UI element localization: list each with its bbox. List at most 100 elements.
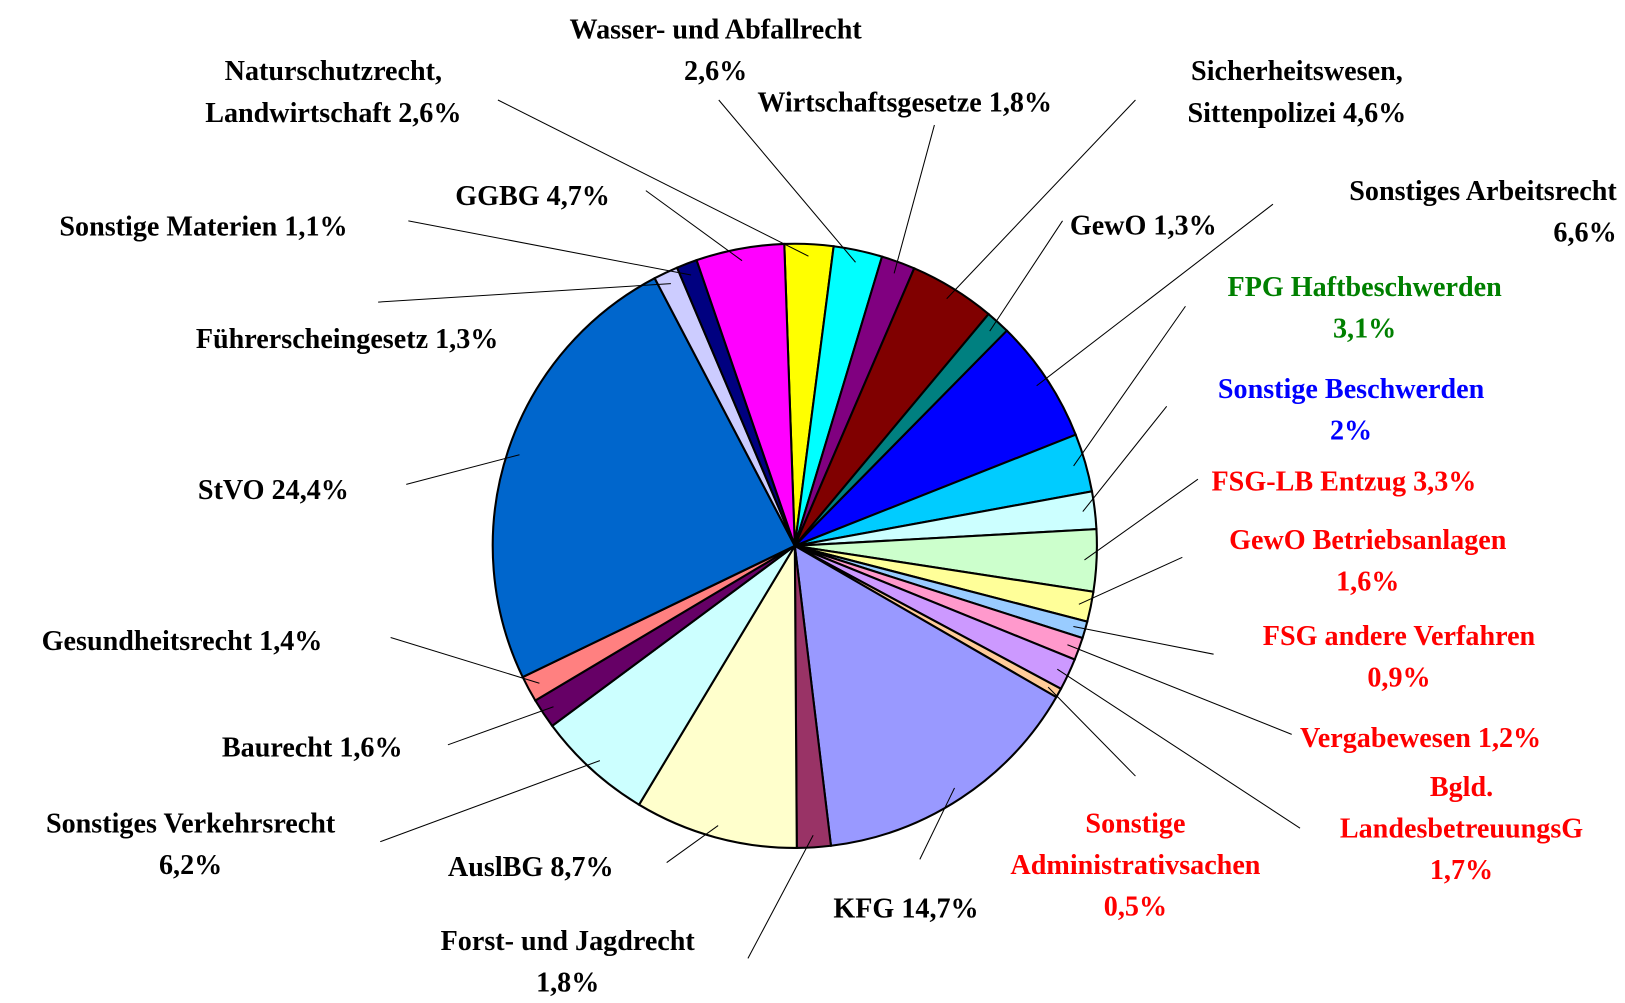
value-label: 6,2% xyxy=(158,848,223,881)
category-name: Sicherheitswesen, Sittenpolizei xyxy=(1187,55,1403,129)
category-name: GGBG xyxy=(455,180,540,212)
slice-label: FPG Haftbeschwerden 3,1% xyxy=(1177,266,1552,349)
value-label: 1,2% xyxy=(1477,721,1542,754)
slice-label: Sonstige Administrativsachen 0,5% xyxy=(979,802,1292,927)
category-name: KFG xyxy=(833,892,895,924)
value-label: 1,8% xyxy=(536,966,600,998)
category-name: FPG Haftbeschwerden xyxy=(1227,270,1502,303)
slice-label: Vergabewesen 1,2% xyxy=(1300,717,1613,759)
slice-label: StVO 24,4% xyxy=(198,469,417,511)
slice-label: Führerscheingesetz 1,3% xyxy=(196,318,571,360)
category-name: GewO xyxy=(1069,209,1147,241)
slice-label: Forst- und Jagdrecht 1,8% xyxy=(401,920,734,1003)
leader-line xyxy=(1084,478,1199,561)
category-name: Gesundheitsrecht xyxy=(41,625,253,657)
value-label: 14,7% xyxy=(901,892,979,924)
slice-label: GewO 1,3% xyxy=(1070,204,1268,246)
value-label: 24,4% xyxy=(271,473,349,506)
leader-line xyxy=(989,220,1063,332)
slice-label: Baurecht 1,6% xyxy=(222,726,451,768)
leader-line xyxy=(893,124,935,274)
category-name: Bgld. LandesbetreuungsG xyxy=(1339,770,1584,844)
category-name: Naturschutzrecht, Landwirtschaft xyxy=(205,55,443,129)
slice-label: Bgld. LandesbetreuungsG 1,7% xyxy=(1305,766,1618,891)
value-label: 0,9% xyxy=(1367,661,1431,693)
pie-slice xyxy=(550,545,796,807)
value-label: 8,7% xyxy=(550,851,614,883)
leader-line xyxy=(380,760,601,843)
leader-line xyxy=(946,99,1136,300)
leader-line xyxy=(645,190,743,262)
value-label: 2% xyxy=(1329,414,1373,446)
leader-line xyxy=(919,787,955,860)
leader-line xyxy=(1047,686,1136,777)
category-name: Vergabewesen xyxy=(1300,721,1471,754)
leader-line xyxy=(497,99,809,257)
category-name: Sonstiges Arbeitsrecht xyxy=(1349,175,1617,207)
pie-slice xyxy=(794,329,1078,547)
category-name: AuslBG xyxy=(447,851,544,883)
slice-label: FSG-LB Entzug 3,3% xyxy=(1211,460,1555,502)
category-name: FSG andere Verfahren xyxy=(1262,619,1536,652)
slice-label: Sonstiges Verkehrsrecht 6,2% xyxy=(3,802,378,885)
value-label: 1,6% xyxy=(1336,565,1400,597)
slice-label: FSG andere Verfahren 0,9% xyxy=(1222,615,1576,698)
value-label: 6,6% xyxy=(1553,216,1617,248)
leader-line xyxy=(378,283,671,303)
leader-line xyxy=(747,835,814,959)
category-name: Wirtschaftsgesetze xyxy=(757,86,982,118)
value-label: 3,1% xyxy=(1332,312,1397,344)
category-name: FSG-LB Entzug xyxy=(1211,465,1407,497)
value-label: 3,3% xyxy=(1413,465,1477,497)
category-name: Wasser- und Abfallrecht xyxy=(569,13,862,45)
slice-label: Naturschutzrecht, Landwirtschaft 2,6% xyxy=(167,50,500,133)
leader-line xyxy=(1057,668,1301,829)
leader-line xyxy=(718,99,856,263)
leader-line xyxy=(1073,305,1186,467)
value-label: 1,3% xyxy=(1153,209,1217,241)
slice-label: GGBG 4,7% xyxy=(455,175,663,217)
leader-line xyxy=(1073,625,1214,655)
category-name: Baurecht xyxy=(221,731,333,763)
slice-label: KFG 14,7% xyxy=(833,888,1041,930)
pie-slice xyxy=(793,543,1058,847)
category-name: Sonstige Administrativsachen xyxy=(1010,807,1261,881)
value-label: 4,7% xyxy=(546,180,610,212)
leader-line xyxy=(390,637,540,684)
slice-label: Gesundheitsrecht 1,4% xyxy=(42,620,396,662)
category-name: Sonstige Beschwerden xyxy=(1217,372,1485,405)
leader-line xyxy=(1082,405,1168,512)
leader-line xyxy=(408,220,692,276)
value-label: 1,4% xyxy=(259,625,323,657)
slice-label: Sonstiges Arbeitsrecht 6,6% xyxy=(1273,170,1617,253)
category-name: GewO Betriebsanlagen xyxy=(1229,523,1507,556)
category-name: Sonstige Materien xyxy=(59,210,278,242)
pie-slice xyxy=(637,542,798,849)
pie-slice xyxy=(491,276,797,679)
leader-line xyxy=(1078,556,1183,605)
leader-line xyxy=(447,706,554,746)
leader-line xyxy=(666,825,719,863)
leader-line xyxy=(1036,203,1274,387)
slice-label: Sonstige Beschwerden 2% xyxy=(1174,368,1528,451)
category-name: StVO xyxy=(197,473,265,506)
value-label: 2,6% xyxy=(684,55,748,87)
slice-label: AuslBG 8,7% xyxy=(448,846,656,888)
slice-label: GewO Betriebsanlagen 1,6% xyxy=(1191,519,1545,602)
pie-slice xyxy=(695,242,796,547)
value-label: 1,3% xyxy=(435,322,499,355)
category-name: Führerscheingesetz xyxy=(195,322,429,355)
slice-label: Sicherheitswesen, Sittenpolizei 4,6% xyxy=(1135,50,1458,133)
value-label: 1,6% xyxy=(339,731,403,763)
slice-label: Wirtschaftsgesetze 1,8% xyxy=(757,81,1111,123)
leader-line xyxy=(406,454,520,485)
value-label: 1,1% xyxy=(284,210,348,242)
slice-label: Sonstige Materien 1,1% xyxy=(59,205,413,247)
category-name: Forst- und Jagdrecht xyxy=(440,925,695,957)
value-label: 2,6% xyxy=(398,96,462,129)
slice-label: Wasser- und Abfallrecht 2,6% xyxy=(507,8,924,91)
category-name: Sonstiges Verkehrsrecht xyxy=(45,807,336,839)
value-label: 4,6% xyxy=(1343,96,1407,129)
